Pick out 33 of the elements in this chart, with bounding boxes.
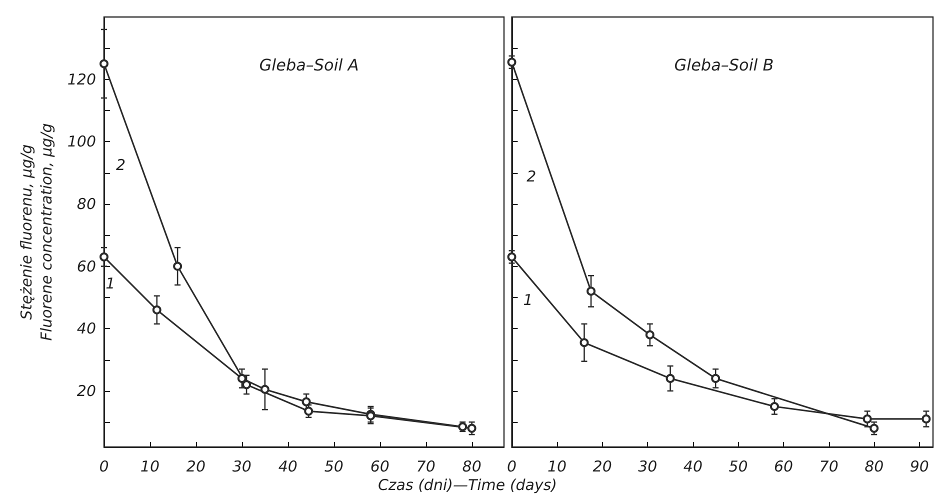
series-label: 1 <box>523 290 533 309</box>
x-tick-label: 10 <box>548 458 567 476</box>
x-tick-label: 20 <box>592 458 612 476</box>
y-tick-label: 80 <box>76 194 96 213</box>
x-tick-label: 50 <box>728 458 748 476</box>
text: Gleba–Soil A <box>259 56 359 74</box>
y-axis-title: Stężenie fluorenu, µg/g Fluorene concentration, µg/g <box>17 123 56 341</box>
x-tick-label: 10 <box>140 458 160 476</box>
x-tick-label: 30 <box>638 458 658 476</box>
y-tick-label: 100 <box>67 132 96 151</box>
x-tick-label: 0 <box>507 458 517 476</box>
x-tick-label: 60 <box>774 458 794 476</box>
text: Gleba–Soil B <box>674 56 774 74</box>
series-label: 1 <box>106 274 116 292</box>
series-label: 2 <box>526 168 536 186</box>
series-label: 2 <box>116 156 126 174</box>
x-tick-label: 40 <box>278 458 298 476</box>
y-tick-label: 60 <box>76 257 96 276</box>
x-tick-label: 70 <box>416 458 436 476</box>
x-tick-label: 30 <box>232 458 252 476</box>
x-tick-label: 20 <box>186 458 206 476</box>
x-axis-title: Czas (dni)—Time (days) <box>376 476 558 494</box>
x-tick-label: 70 <box>819 458 838 476</box>
x-tick-label: 0 <box>99 458 109 476</box>
x-tick-label: 80 <box>462 458 482 476</box>
x-tick-label: 90 <box>910 458 929 476</box>
y-tick-label: 20 <box>76 382 96 400</box>
x-tick-label: 60 <box>370 458 390 476</box>
x-tick-label: 50 <box>324 458 344 476</box>
x-tick-label: 40 <box>683 458 702 476</box>
y-tick-label: 120 <box>67 70 96 88</box>
y-tick-label: 40 <box>76 320 96 338</box>
x-tick-label: 80 <box>864 458 884 476</box>
